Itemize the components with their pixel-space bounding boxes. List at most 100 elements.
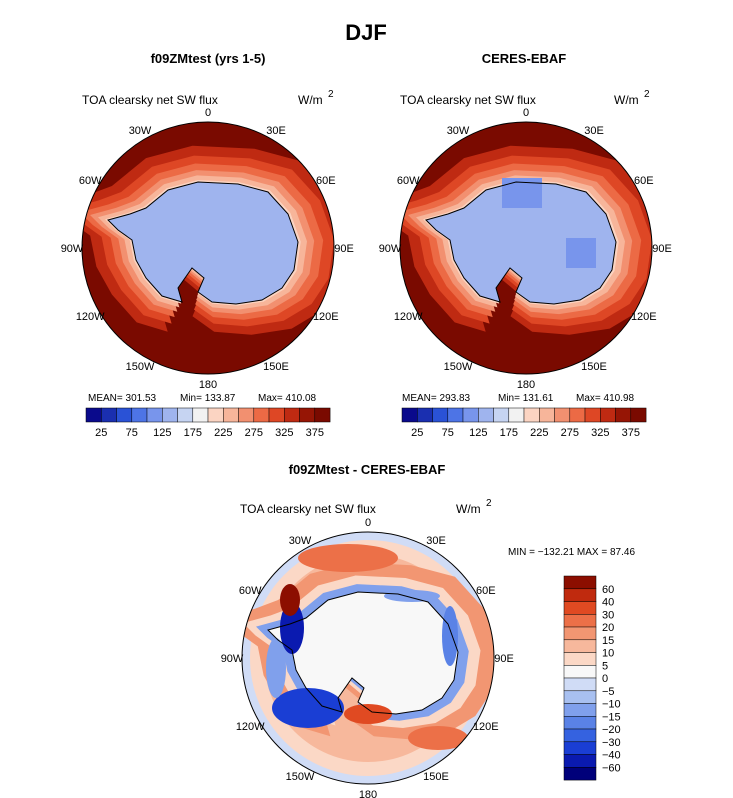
colorbar-tick: 30: [602, 609, 614, 621]
colorbar-swatch: [563, 716, 597, 730]
colorbar-swatch: [569, 407, 586, 423]
colorbar-tick: 15: [602, 635, 614, 647]
colorbar-swatch: [523, 407, 540, 423]
coastline: [425, 181, 617, 305]
colorbar-tick: 225: [214, 427, 232, 439]
svg-text:W/m: W/m: [456, 502, 481, 516]
panel-diff-title: f09ZMtest - CERES-EBAF: [289, 462, 446, 477]
lon-label: 120E: [473, 721, 499, 733]
lon-label: 120W: [76, 311, 105, 323]
lon-label: 30W: [289, 535, 312, 547]
colorbar-swatch: [162, 407, 178, 423]
colorbar-swatch: [432, 407, 449, 423]
colorbar-tick: −5: [602, 686, 615, 698]
colorbar-swatch: [563, 588, 597, 602]
panel-diff-units: W/m 2: [456, 498, 492, 516]
colorbar-tick: 325: [591, 427, 609, 439]
colorbar-swatch: [116, 407, 133, 423]
colorbar-tick: 75: [442, 427, 454, 439]
panel-model-lon-labels: 0 30E 60E 90E 120E 150E 180 150W 120W 90W 60W 30W: [61, 107, 354, 391]
panel-model-field-label: TOA clearsky net SW flux: [82, 93, 218, 107]
colorbar-tick: −40: [602, 750, 621, 762]
colorbar-swatch: [253, 407, 270, 423]
colorbar-swatch: [493, 407, 510, 423]
colorbar-swatch: [563, 639, 597, 653]
diff-anomaly: [272, 688, 344, 728]
lon-label: 150W: [444, 361, 473, 373]
panel-diff-lon-labels: 0 30E 60E 90E 120E 150E 180 150W 120W 90W 60W 30W: [221, 517, 514, 798]
antarctica-land: [268, 592, 458, 714]
colorbar-swatch: [401, 407, 418, 423]
colorbar-tick: 175: [184, 427, 202, 439]
lon-label: 30E: [266, 125, 286, 137]
colorbar-swatch: [584, 407, 601, 423]
colorbar-swatch: [563, 728, 597, 743]
colorbar-tick: −60: [602, 762, 621, 774]
diff-anomaly: [384, 590, 440, 602]
colorbar-swatch: [563, 767, 597, 781]
colorbar-tick: 5: [602, 660, 608, 672]
colorbar-swatch: [539, 407, 555, 423]
panel-model-map: [82, 122, 334, 374]
colorbar-swatch: [563, 741, 597, 755]
svg-text:W/m: W/m: [614, 93, 639, 107]
colorbar-tick: −30: [602, 737, 621, 749]
panel-model: f09ZMtest (yrs 1-5) TOA clearsky net SW …: [61, 51, 354, 439]
diff-anomaly: [280, 602, 304, 654]
colorbar-tick: 25: [95, 427, 107, 439]
lon-label: 90E: [494, 653, 514, 665]
colorbar-tick: −10: [602, 699, 621, 711]
lon-label: 120W: [394, 311, 423, 323]
svg-text:2: 2: [644, 89, 650, 100]
lon-label: 180: [517, 379, 535, 391]
panel-obs-map-border: [399, 121, 653, 375]
lon-label: 0: [523, 107, 529, 119]
colorbar-tick: 225: [530, 427, 548, 439]
colorbar-swatch: [563, 690, 597, 704]
panel-model-max: Max= 410.08: [258, 393, 317, 404]
lon-label: 180: [359, 789, 377, 798]
coastline: [267, 591, 459, 715]
panel-obs-mean: MEAN= 293.83: [402, 393, 471, 404]
lon-label: 60E: [476, 585, 496, 597]
colorbar-tick: 40: [602, 597, 614, 609]
colorbar-swatch: [101, 407, 117, 423]
panel-model-mean: MEAN= 301.53: [88, 393, 157, 404]
lon-label: 60E: [316, 175, 336, 187]
panel-diff-field-label: TOA clearsky net SW flux: [240, 502, 376, 516]
panel-obs-max: Max= 410.98: [576, 393, 635, 404]
lon-label: 150E: [581, 361, 607, 373]
lon-label: 90E: [334, 243, 354, 255]
colorbar-tick: −20: [602, 724, 621, 736]
panel-model-colorbar: 25 75 125 175 225 275 325 375: [85, 407, 331, 439]
colorbar-swatch: [131, 407, 148, 423]
colorbar-tick: 125: [153, 427, 171, 439]
lon-label: 0: [365, 517, 371, 529]
colorbar-swatch: [177, 407, 194, 423]
colorbar-swatch: [563, 665, 597, 679]
panel-obs: CERES-EBAF TOA clearsky net SW flux W/m …: [379, 51, 672, 439]
panel-obs-field-label: TOA clearsky net SW flux: [400, 93, 536, 107]
colorbar-swatch: [600, 407, 616, 423]
colorbar-tick: 175: [500, 427, 518, 439]
antarctica-land: [426, 182, 616, 304]
diff-anomaly: [408, 726, 468, 750]
colorbar-swatch: [563, 601, 597, 615]
colorbar-swatch: [268, 407, 285, 423]
lon-label: 150E: [423, 771, 449, 783]
colorbar-tick: 375: [622, 427, 640, 439]
diff-anomaly: [442, 606, 458, 666]
colorbar-swatch: [630, 407, 647, 423]
colorbar-tick: 375: [306, 427, 324, 439]
colorbar-swatch: [478, 407, 494, 423]
colorbar-tick: 275: [561, 427, 579, 439]
colorbar-swatch: [417, 407, 433, 423]
diff-anomaly: [266, 638, 286, 698]
lon-label: 90W: [61, 243, 84, 255]
lon-label: 90W: [379, 243, 402, 255]
figure-title: DJF: [345, 20, 387, 45]
colorbar-swatch: [223, 407, 239, 423]
lon-label: 120E: [313, 311, 339, 323]
colorbar-swatch: [192, 407, 209, 423]
